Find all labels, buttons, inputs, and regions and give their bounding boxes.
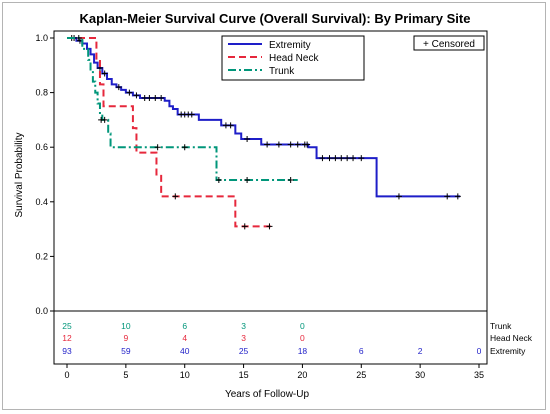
censor-mark: [154, 144, 161, 151]
censor-mark: [344, 155, 351, 162]
censor-mark: [319, 155, 326, 162]
censor-mark: [188, 111, 195, 118]
censored-legend-label: + Censored: [423, 39, 475, 50]
y-tick-label: 0.6: [35, 142, 48, 152]
censor-mark: [115, 84, 122, 91]
censor-mark: [244, 176, 251, 183]
at-risk-count: 25: [239, 346, 249, 356]
at-risk-count: 12: [62, 333, 72, 343]
at-risk-count: 25: [62, 321, 72, 331]
x-tick-label: 20: [297, 370, 307, 380]
censor-mark: [152, 95, 159, 102]
censor-mark: [454, 193, 461, 200]
censor-mark: [266, 223, 273, 230]
censor-mark: [215, 176, 222, 183]
at-risk-count: 9: [123, 333, 128, 343]
y-tick-label: 0.2: [35, 251, 48, 261]
at-risk-count: 4: [182, 333, 187, 343]
at-risk-count: 18: [298, 346, 308, 356]
x-axis-label: Years of Follow-Up: [225, 389, 310, 400]
y-axis-label: Survival Probability: [14, 132, 25, 217]
at-risk-row-label: Extremity: [490, 346, 526, 356]
censor-mark: [181, 144, 188, 151]
x-tick-label: 0: [64, 370, 69, 380]
censor-mark: [395, 193, 402, 200]
x-tick-label: 30: [415, 370, 425, 380]
censored-legend: [413, 35, 485, 51]
chart-title: Kaplan-Meier Survival Curve (Overall Sur…: [80, 11, 471, 26]
x-tick-label: 25: [356, 370, 366, 380]
legend-label: Trunk: [269, 66, 295, 77]
y-tick-label: 0.8: [35, 88, 48, 98]
plot-border: [53, 30, 488, 365]
censor-mark: [275, 141, 282, 148]
at-risk-count: 10: [121, 321, 131, 331]
censor-mark: [227, 122, 234, 129]
censor-mark: [244, 136, 251, 143]
at-risk-count: 6: [182, 321, 187, 331]
at-risk-count: 0: [300, 321, 305, 331]
x-tick-label: 35: [474, 370, 484, 380]
censor-mark: [101, 70, 108, 77]
legend-label: Extremity: [269, 40, 311, 51]
x-tick-label: 5: [123, 370, 128, 380]
at-risk-count: 3: [241, 321, 246, 331]
at-risk-count: 3: [241, 333, 246, 343]
at-risk-count: 6: [359, 346, 364, 356]
at-risk-row-label: Head Neck: [490, 333, 533, 343]
legend-label: Head Neck: [269, 53, 319, 64]
censor-mark: [158, 95, 165, 102]
censor-mark: [264, 141, 271, 148]
censor-mark: [101, 116, 108, 123]
at-risk-count: 59: [121, 346, 131, 356]
censor-mark: [241, 223, 248, 230]
censor-mark: [444, 193, 451, 200]
censor-mark: [358, 155, 365, 162]
censor-mark: [172, 193, 179, 200]
censor-mark: [133, 92, 140, 99]
x-tick-label: 15: [239, 370, 249, 380]
censor-mark: [326, 155, 333, 162]
plot-area: 0.00.20.40.60.81.00 5 10 15 20 25 30 35Extremit…: [35, 30, 533, 380]
censor-mark: [350, 155, 357, 162]
at-risk-count: 0: [300, 333, 305, 343]
x-tick-label: 10: [180, 370, 190, 380]
censor-mark: [146, 95, 153, 102]
y-tick-label: 1.0: [35, 33, 48, 43]
at-risk-row-label: Trunk: [490, 321, 512, 331]
censor-mark: [75, 35, 82, 41]
censor-mark: [338, 155, 345, 162]
at-risk-count: 0: [477, 346, 482, 356]
y-tick-label: 0.0: [35, 306, 48, 316]
y-tick-label: 0.4: [35, 197, 48, 207]
censor-mark: [294, 141, 301, 148]
censor-mark: [332, 155, 339, 162]
at-risk-count: 2: [418, 346, 423, 356]
censor-mark: [304, 141, 311, 148]
at-risk-count: 93: [62, 346, 72, 356]
at-risk-count: 40: [180, 346, 190, 356]
censor-mark: [126, 89, 133, 96]
censor-mark: [287, 141, 294, 148]
censor-mark: [287, 176, 294, 183]
